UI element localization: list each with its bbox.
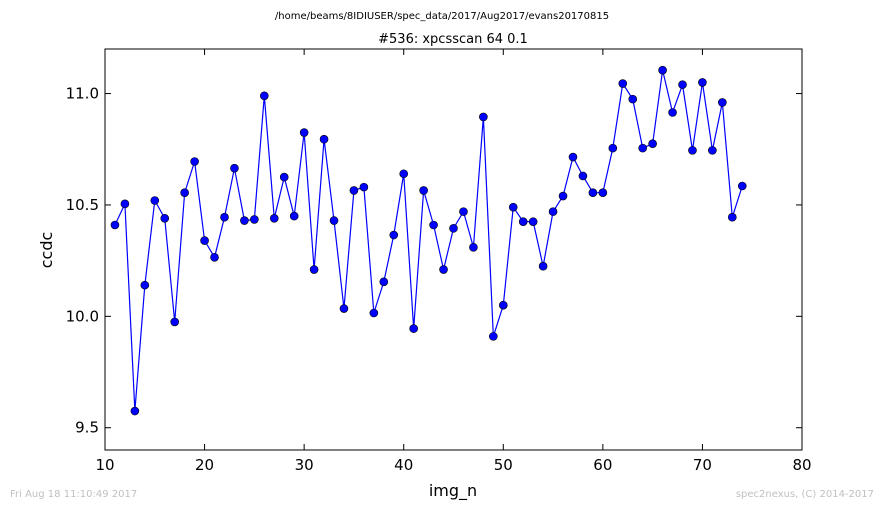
x-axis-label: img_n (429, 481, 477, 501)
data-point (658, 65, 667, 75)
data-point (160, 214, 170, 223)
data-point (190, 157, 199, 166)
data-point (399, 169, 409, 179)
data-point (558, 191, 568, 201)
data-point (459, 207, 468, 216)
series-line (114, 70, 743, 412)
data-point (250, 215, 259, 224)
data-point (349, 186, 359, 195)
data-point (419, 186, 428, 195)
data-point (489, 332, 498, 341)
data-point (329, 216, 339, 225)
data-point (289, 211, 299, 221)
data-point (688, 146, 697, 155)
data-point (737, 181, 747, 191)
data-point (279, 172, 289, 182)
y-tick-label: 11.0 (66, 85, 99, 103)
data-point (598, 188, 608, 197)
data-point (548, 207, 558, 216)
data-point (269, 214, 279, 223)
data-point (389, 230, 399, 240)
axis-ticks: 10 20 30 40 50 60 70 80 9.5 10.0 10.5 11.0 (66, 49, 812, 474)
data-point (498, 300, 508, 310)
data-point (588, 188, 598, 197)
data-point (339, 304, 349, 313)
data-point (429, 220, 438, 230)
data-point (578, 171, 588, 181)
data-point (170, 317, 179, 327)
data-point (140, 280, 150, 290)
data-point (359, 182, 369, 192)
data-point (727, 212, 737, 222)
data-point (608, 143, 618, 153)
x-tick-label: 30 (295, 456, 314, 474)
data-point (319, 134, 329, 144)
data-point (369, 308, 379, 318)
data-point (120, 199, 130, 209)
data-point (538, 261, 548, 271)
x-tick-label: 40 (394, 456, 413, 474)
data-point (568, 152, 578, 162)
path-header: /home/beams/8IDIUSER/spec_data/2017/Aug2… (275, 11, 609, 22)
x-tick-label: 10 (95, 456, 114, 474)
data-point (718, 98, 727, 107)
data-point (409, 324, 418, 333)
series-ccdc (110, 65, 747, 416)
x-tick-label: 60 (593, 456, 612, 474)
y-tick-label: 10.0 (66, 307, 99, 325)
data-point (638, 143, 647, 153)
data-point (698, 78, 707, 87)
data-point (508, 202, 518, 212)
y-axis-label: ccdc (37, 232, 56, 269)
data-point (518, 217, 528, 226)
data-point (180, 188, 189, 197)
x-tick-label: 70 (693, 456, 712, 474)
data-point (379, 277, 389, 287)
y-tick-label: 9.5 (75, 419, 99, 437)
data-point (230, 163, 239, 173)
data-point (299, 128, 309, 137)
data-point (110, 220, 120, 230)
data-point (678, 80, 687, 89)
data-point (220, 212, 229, 222)
data-point (260, 91, 269, 101)
data-point (668, 108, 677, 117)
data-point (309, 265, 319, 274)
data-point (628, 94, 638, 104)
plot-area (104, 48, 803, 451)
chart-title: #536: xpcsscan 64 0.1 (378, 32, 528, 47)
data-point (648, 139, 657, 148)
footer-credit: spec2nexus, (C) 2014-2017 (735, 489, 874, 500)
data-point (439, 265, 448, 274)
data-point (469, 242, 478, 252)
data-point (708, 146, 717, 155)
data-point (130, 406, 140, 416)
footer-timestamp: Fri Aug 18 11:10:49 2017 (10, 489, 138, 500)
data-point (618, 79, 628, 88)
data-point (150, 196, 160, 205)
x-tick-label: 80 (792, 456, 811, 474)
data-point (479, 112, 488, 122)
y-tick-label: 10.5 (66, 196, 99, 214)
x-tick-label: 20 (195, 456, 214, 474)
x-tick-label: 50 (494, 456, 513, 474)
data-point (210, 252, 219, 262)
data-point (528, 217, 538, 226)
data-point (200, 236, 209, 245)
data-point (449, 224, 458, 233)
data-point (240, 216, 249, 225)
